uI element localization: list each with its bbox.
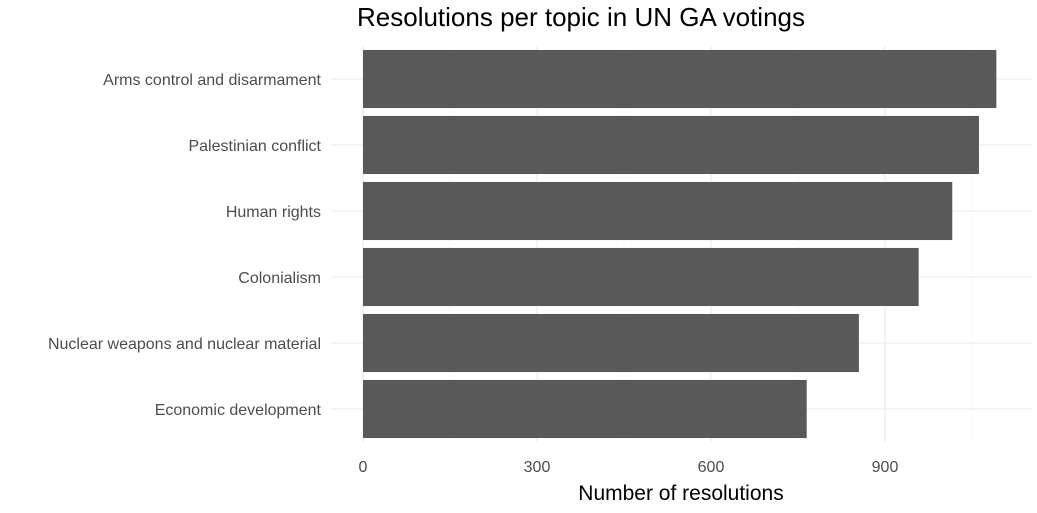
category-label: Arms control and disarmament xyxy=(103,72,321,89)
x-axis-title: Number of resolutions xyxy=(578,482,783,505)
x-tick-label: 900 xyxy=(872,459,899,476)
bar xyxy=(363,247,919,307)
category-label: Nuclear weapons and nuclear material xyxy=(48,336,321,353)
chart-title: Resolutions per topic in UN GA votings xyxy=(357,2,805,32)
x-tick-label: 600 xyxy=(698,459,725,476)
bar xyxy=(363,313,859,373)
category-label: Economic development xyxy=(155,402,322,419)
bar xyxy=(363,181,953,241)
category-label: Colonialism xyxy=(238,270,321,287)
x-tick-label: 0 xyxy=(359,459,368,476)
bar xyxy=(363,49,997,109)
category-label: Human rights xyxy=(226,204,321,221)
bar xyxy=(363,115,979,175)
x-tick-labels: 0 300 600 900 xyxy=(359,459,899,476)
bar xyxy=(363,379,807,439)
bars xyxy=(363,49,997,439)
x-tick-label: 300 xyxy=(524,459,551,476)
category-label: Palestinian conflict xyxy=(188,138,321,155)
category-labels: Arms control and disarmament Palestinian … xyxy=(48,72,322,419)
